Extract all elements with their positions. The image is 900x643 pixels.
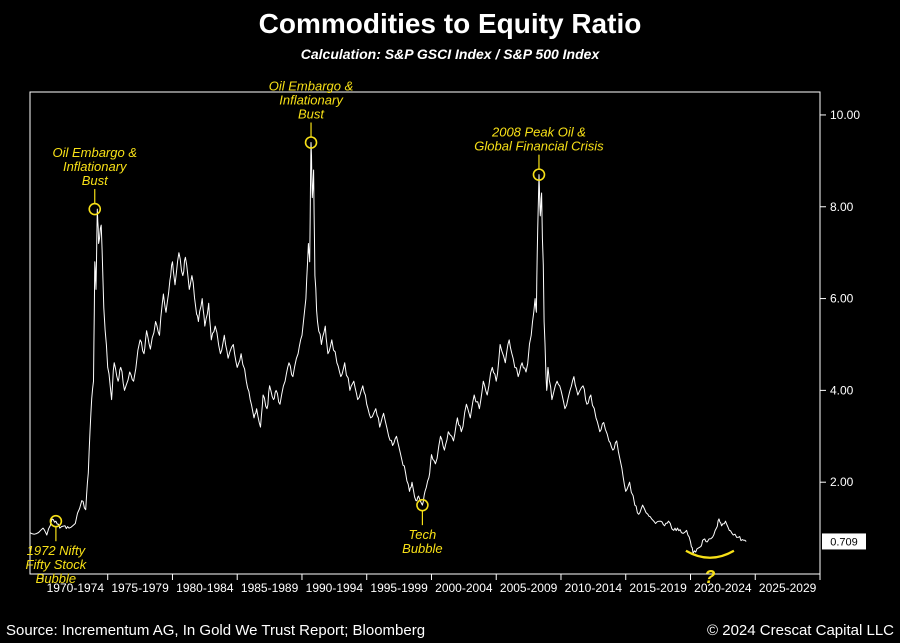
x-tick-label: 2000-2004	[435, 581, 493, 595]
x-tick-label: 1985-1989	[241, 581, 299, 595]
y-tick-label: 6.00	[830, 292, 854, 306]
annotation-label-nifty: 1972 Nifty	[27, 543, 87, 558]
copyright-text: © 2024 Crescat Capital LLC	[707, 622, 894, 639]
series-line	[30, 143, 746, 554]
chart-area: 2.004.006.008.0010.001970-19741975-19791…	[20, 72, 880, 612]
y-tick-label: 10.00	[830, 108, 860, 122]
x-tick-label: 1995-1999	[370, 581, 428, 595]
annotation-label-oil90: Inflationary	[279, 92, 344, 107]
annotation-label-tech: Tech	[409, 527, 437, 542]
x-tick-label: 2010-2014	[565, 581, 623, 595]
annotation-label-nifty: Fifty Stock	[26, 557, 88, 572]
annotation-label-oil90: Oil Embargo &	[269, 78, 354, 93]
chart-subtitle: Calculation: S&P GSCI Index / S&P 500 In…	[0, 46, 900, 62]
last-value-label: 0.709	[830, 536, 858, 548]
x-tick-label: 1990-1994	[306, 581, 364, 595]
annotation-label-oil74: Bust	[82, 173, 109, 188]
x-tick-label: 1980-1984	[176, 581, 234, 595]
x-tick-label: 2025-2029	[759, 581, 817, 595]
x-tick-label: 2020-2024	[694, 581, 752, 595]
chart-title: Commodities to Equity Ratio	[0, 8, 900, 40]
annotation-label-oil74: Inflationary	[63, 159, 128, 174]
plot-border	[30, 92, 820, 574]
annotation-label-gfc: 2008 Peak Oil &	[491, 125, 586, 140]
y-tick-label: 8.00	[830, 200, 854, 214]
x-tick-label: 2015-2019	[629, 581, 687, 595]
x-tick-label: 1975-1979	[111, 581, 169, 595]
annotation-label-gfc: Global Financial Crisis	[474, 139, 604, 154]
y-tick-label: 4.00	[830, 383, 854, 397]
y-tick-label: 2.00	[830, 475, 854, 489]
annotation-label-oil90: Bust	[298, 106, 325, 121]
annotation-label-nifty: Bubble	[36, 571, 76, 586]
annotation-label-tech: Bubble	[402, 541, 442, 556]
annotation-label-oil74: Oil Embargo &	[52, 145, 137, 160]
annotation-marker-oil74	[89, 204, 100, 215]
question-mark: ?	[704, 567, 715, 587]
chart-svg: 2.004.006.008.0010.001970-19741975-19791…	[20, 72, 880, 612]
x-tick-label: 2005-2009	[500, 581, 558, 595]
source-text: Source: Incrementum AG, In Gold We Trust…	[6, 622, 425, 639]
